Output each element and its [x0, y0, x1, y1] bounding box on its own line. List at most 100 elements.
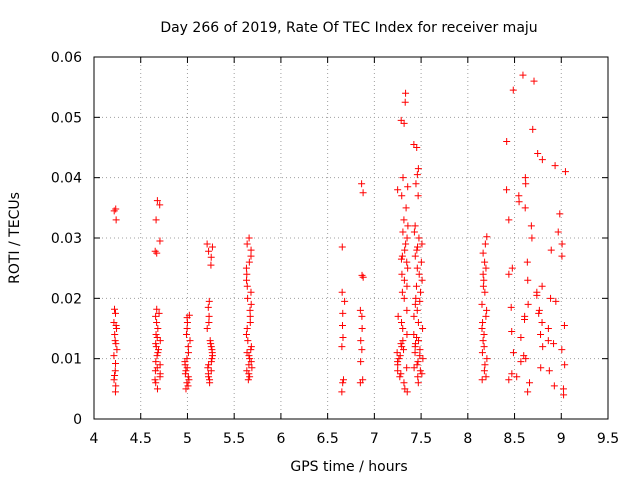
data-point	[152, 343, 160, 351]
data-point	[400, 216, 408, 224]
data-point	[481, 288, 489, 296]
data-point	[524, 388, 532, 396]
x-tick-label: 7.5	[410, 431, 432, 447]
data-point	[396, 373, 404, 381]
data-point	[244, 337, 252, 345]
data-point	[339, 321, 347, 329]
data-point	[203, 240, 211, 248]
data-point	[183, 355, 191, 363]
data-point	[394, 312, 402, 320]
data-point	[244, 294, 252, 302]
data-point	[207, 367, 215, 375]
data-point	[503, 137, 511, 145]
data-point	[403, 306, 411, 314]
data-point	[397, 370, 405, 378]
data-point	[244, 376, 252, 384]
data-point	[415, 270, 423, 278]
data-point	[153, 197, 161, 205]
data-point	[513, 373, 521, 381]
x-tick-label: 4	[90, 431, 99, 447]
data-point	[394, 367, 402, 375]
data-point	[410, 312, 418, 320]
data-point	[152, 340, 160, 348]
data-point	[417, 288, 425, 296]
chart-title: Day 266 of 2019, Rate Of TEC Index for r…	[160, 20, 537, 36]
x-tick-label: 9.5	[597, 431, 619, 447]
data-point	[403, 234, 411, 242]
x-tick-label: 6	[276, 431, 285, 447]
data-point	[243, 276, 251, 284]
x-tick-label: 8.5	[503, 431, 525, 447]
data-point	[110, 352, 118, 360]
data-point	[508, 370, 516, 378]
data-point	[400, 379, 408, 387]
data-point	[410, 140, 418, 148]
data-point	[394, 186, 402, 194]
data-point	[156, 201, 164, 209]
data-point	[505, 270, 513, 278]
data-point	[112, 359, 120, 367]
data-point	[399, 228, 407, 236]
data-point	[156, 237, 164, 245]
data-point	[153, 385, 161, 393]
data-point	[411, 300, 419, 308]
data-point	[182, 367, 190, 375]
data-point	[338, 288, 346, 296]
data-point	[112, 216, 120, 224]
data-point	[339, 376, 347, 384]
data-point	[410, 228, 418, 236]
data-point	[153, 305, 161, 313]
data-point	[521, 312, 529, 320]
x-tick-label: 5.5	[223, 431, 245, 447]
data-point	[552, 297, 560, 305]
data-point	[538, 318, 546, 326]
data-point	[207, 261, 215, 269]
data-point	[537, 331, 545, 339]
data-point	[547, 246, 555, 254]
data-point	[535, 309, 543, 317]
data-point	[478, 300, 486, 308]
data-point	[414, 243, 422, 251]
data-point	[404, 264, 412, 272]
data-point	[517, 334, 525, 342]
data-point	[412, 294, 420, 302]
data-point	[398, 252, 406, 260]
data-point	[184, 343, 192, 351]
data-point	[524, 300, 532, 308]
data-point	[339, 309, 347, 317]
data-point	[208, 346, 216, 354]
data-point	[509, 86, 517, 94]
data-point	[208, 243, 216, 251]
data-point	[416, 346, 424, 354]
data-point	[242, 331, 250, 339]
y-tick-label: 0.03	[51, 231, 82, 247]
data-point	[412, 282, 420, 290]
y-axis-ticks: 0 0.01 0.02 0.03 0.04 0.05 0.06	[51, 50, 608, 428]
data-point	[247, 343, 255, 351]
data-point	[521, 204, 529, 212]
data-point	[205, 297, 213, 305]
data-point	[478, 349, 486, 357]
data-point	[110, 207, 118, 215]
data-point	[111, 337, 119, 345]
data-point	[398, 270, 406, 278]
data-point	[338, 388, 346, 396]
data-point	[358, 180, 366, 188]
data-point	[243, 270, 251, 278]
data-point	[551, 162, 559, 170]
data-point	[206, 337, 214, 345]
data-point	[481, 258, 489, 266]
data-point	[154, 325, 162, 332]
data-point	[339, 334, 347, 342]
data-point	[243, 349, 251, 357]
data-point	[397, 340, 405, 348]
data-point	[480, 343, 488, 351]
data-point	[404, 183, 412, 191]
data-point	[413, 264, 421, 272]
data-point	[417, 258, 425, 266]
data-point	[243, 325, 251, 332]
data-point	[112, 340, 120, 348]
data-point	[204, 364, 212, 372]
data-point	[545, 367, 553, 375]
data-point	[246, 355, 254, 363]
